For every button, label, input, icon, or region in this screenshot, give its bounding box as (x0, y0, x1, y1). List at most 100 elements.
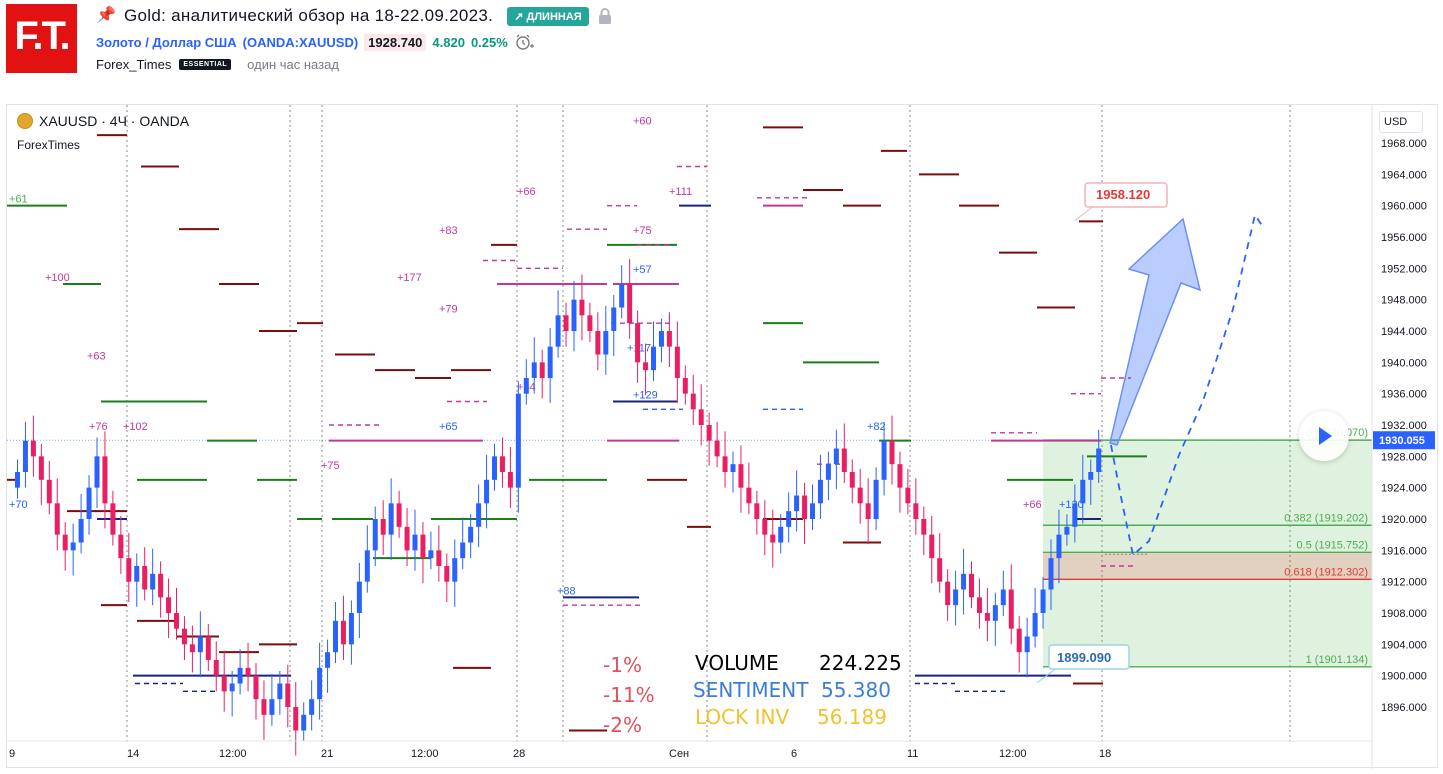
candle-body (1048, 558, 1054, 590)
level-number-label: +66 (1023, 499, 1042, 511)
candle-body (158, 573, 164, 598)
candle-body (499, 456, 505, 472)
candle-body (1072, 503, 1078, 527)
price-tick-label: 1928.000 (1381, 451, 1427, 463)
candle-body (118, 534, 124, 559)
candle-body (913, 503, 919, 519)
level-number-label: +79 (439, 303, 458, 315)
price-tick-label: 1932.000 (1381, 420, 1427, 432)
forex-times-logo[interactable]: F.T. (6, 4, 77, 73)
candle-body (1080, 479, 1086, 504)
alarm-clock-icon[interactable] (514, 33, 534, 51)
level-number-label: +111 (669, 186, 692, 198)
price-tick-label: 1960.000 (1381, 201, 1427, 213)
level-number-label: +70 (9, 499, 28, 511)
candle-body (714, 440, 720, 457)
lock-icon (598, 8, 611, 24)
candle-body (285, 683, 291, 707)
candle-body (301, 714, 307, 731)
candle-body (468, 526, 474, 543)
candle-body (762, 519, 768, 535)
candle-body (627, 284, 633, 324)
fib-level-label: 0.618 (1912.302) (1284, 566, 1368, 578)
candle-body (746, 487, 752, 504)
chart-canvas[interactable]: 0 (1930.070)0.382 (1919.202)0.5 (1915.75… (7, 105, 1439, 769)
candle-body (810, 503, 815, 519)
candle-body (976, 597, 982, 613)
symbol-link[interactable]: Золото / Доллар США (96, 34, 237, 50)
level-number-label: +100 (45, 272, 70, 284)
candle-body (277, 683, 283, 700)
candle-body (22, 440, 28, 472)
stat-pct-1: -1% (603, 653, 642, 677)
candle-body (46, 479, 52, 504)
candle-body (30, 440, 36, 457)
candle-body (658, 331, 664, 347)
price-tick-label: 1944.000 (1381, 326, 1427, 338)
candle-body (1024, 636, 1030, 653)
pin-icon: 📌 (96, 7, 116, 24)
candle-body (666, 331, 672, 347)
time-tick-label: 12:00 (219, 748, 247, 760)
candle-body (873, 479, 879, 519)
candle-body (802, 495, 808, 519)
candle-body (1000, 589, 1006, 606)
candle-body (142, 566, 148, 590)
current-price-label: 1930.055 (1379, 435, 1425, 447)
candle-body (921, 519, 927, 535)
currency-button[interactable]: USD (1379, 111, 1423, 133)
fib-level-label: 0.382 (1919.202) (1284, 512, 1368, 524)
candle-body (333, 620, 338, 653)
candle-body (229, 683, 235, 692)
price-change: 4.820 (432, 34, 465, 50)
candle-body (484, 479, 490, 504)
price-tick-label: 1908.000 (1381, 608, 1427, 620)
fib-zone (1043, 440, 1372, 667)
chart-container[interactable]: 0 (1930.070)0.382 (1919.202)0.5 (1915.75… (6, 104, 1439, 769)
candle-body (969, 573, 974, 598)
candle-body (428, 550, 434, 559)
candle-body (86, 487, 92, 519)
candle-body (754, 503, 760, 519)
candle-body (380, 519, 386, 535)
candle-body (786, 511, 792, 527)
legend-symbol[interactable]: XAUUSD · 4Ч · OANDA (39, 113, 190, 129)
level-number-label: +63 (87, 350, 106, 362)
candle-body (253, 675, 259, 700)
candle-body (722, 456, 728, 472)
price-tick-label: 1912.000 (1381, 577, 1427, 589)
stat-pct-3: -2% (603, 713, 642, 737)
candle-body (340, 620, 346, 645)
candle-body (611, 307, 617, 331)
time-tick-label: 18 (1099, 748, 1111, 760)
title-row: 📌 Gold: аналитический обзор на 18-22.09.… (96, 4, 613, 28)
candle-body (579, 299, 585, 316)
candle-body (881, 440, 887, 480)
level-number-label: +75 (321, 460, 340, 472)
author-name[interactable]: Forex_Times (96, 57, 172, 72)
candle-body (356, 581, 362, 613)
time-tick-label: 6 (791, 748, 797, 760)
author-row: Forex_Times ESSENTIAL один час назад (96, 57, 339, 72)
candle-body (221, 675, 227, 692)
level-number-label: +83 (439, 225, 458, 237)
candle-body (738, 464, 744, 488)
low-callout-text: 1899.090 (1057, 650, 1111, 665)
symbol-row: Золото / Доллар США (OANDA:XAUUSD) 1928.… (96, 33, 534, 51)
candle-body (1056, 534, 1062, 559)
candle-body (420, 534, 426, 559)
level-number-label: +82 (867, 421, 886, 433)
play-button[interactable] (1299, 411, 1349, 461)
candle-body (897, 464, 903, 488)
candle-body (1032, 613, 1038, 637)
candle-body (1096, 448, 1102, 472)
candle-body (364, 550, 370, 582)
candle-body (70, 542, 76, 551)
candle-body (961, 573, 967, 590)
candle-body (905, 487, 911, 504)
indicator-name[interactable]: ForexTimes (17, 138, 80, 152)
symbol-code[interactable]: (OANDA:XAUUSD) (242, 34, 359, 50)
price-tick-label: 1948.000 (1381, 295, 1427, 307)
candle-body (15, 472, 20, 488)
candle-body (1040, 589, 1046, 613)
